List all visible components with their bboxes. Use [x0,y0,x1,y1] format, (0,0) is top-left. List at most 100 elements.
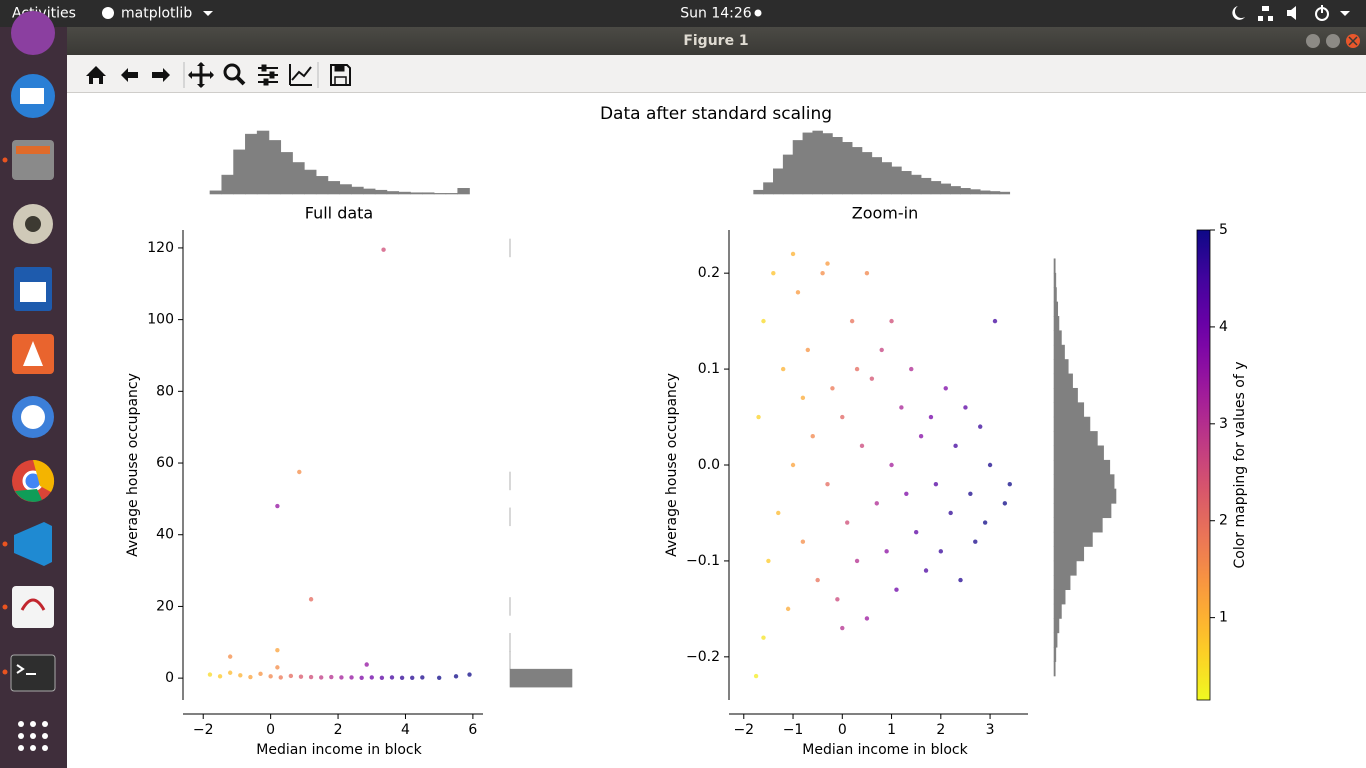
histogram-bar [891,166,902,195]
histogram-bar [910,174,922,195]
histogram-bar [315,176,329,195]
histogram-bar [209,190,223,195]
histogram-bar [901,171,912,195]
scatter-point [339,675,344,680]
clock[interactable]: Sun 14:26 [680,6,752,22]
scatter-point [1002,501,1008,506]
y-tick-label: 0.2 [698,265,720,281]
histogram-bar [410,192,423,195]
scatter-point [830,386,835,391]
top-bar [0,0,1366,27]
scatter-point [800,395,806,401]
scatter-point [771,270,776,276]
histogram-bar [1053,416,1091,432]
histogram-bar [1053,287,1057,303]
scatter-point [790,251,796,257]
scatter-point [894,587,899,592]
histogram-bar [851,147,863,195]
y-tick-label: 100 [147,312,174,328]
scatter-point [849,318,855,324]
scatter-point [948,510,953,516]
scatter-point [904,491,909,496]
histogram-bar [1053,618,1060,634]
scatter-point [453,674,459,679]
histogram-bar [351,186,364,195]
histogram-bar [386,191,400,195]
y-tick-label: 20 [156,598,174,614]
scatter-point [410,675,415,680]
histogram-bar [433,193,447,195]
scatter-point [766,558,771,564]
toolbar-buttons[interactable] [86,62,351,88]
toolbar [67,55,1366,93]
scatter-point [436,675,442,680]
scatter-point [859,443,865,449]
y-tick-label: 120 [147,240,174,256]
y-tick-label: 0 [165,670,174,686]
scatter-point [992,318,998,324]
histogram-bar [327,181,341,195]
histogram-bar [763,182,774,195]
window-controls[interactable] [1306,34,1360,48]
histogram-bar [871,157,883,195]
histogram-bar [1053,344,1065,360]
y-tick-label: 80 [156,383,174,399]
app-menu[interactable]: matplotlib [121,6,192,22]
histogram-bar [1053,258,1056,274]
histogram-bar [457,188,470,195]
scatter-point [825,261,830,266]
dock-icons[interactable] [2,11,56,751]
histogram-bar [1053,474,1115,490]
histogram-bar [970,189,981,195]
histogram-bar [881,162,892,195]
histogram-bar [930,181,942,195]
histogram-bar [1053,575,1071,590]
histogram-bar [1053,301,1059,317]
scatter-point [913,529,919,535]
x-tick-label: 2 [936,722,945,738]
y-tick-label: 60 [156,455,174,471]
scatter-point [275,647,280,653]
histogram-bar [1053,531,1093,547]
system-tray[interactable] [1232,5,1350,21]
histogram-bar [1053,661,1056,677]
x-tick-label: −2 [733,722,754,738]
histogram-bar [920,177,932,195]
scatter-point [329,674,334,680]
scatter-point [978,424,983,429]
title-bar [67,27,1366,55]
histogram-bar [292,162,305,195]
y-axis-label: Average house occupancy [664,373,680,557]
histogram-bar [1053,546,1085,562]
colorbar-tick-label: 2 [1219,513,1228,529]
scatter-point [278,675,283,680]
histogram-bar [1053,589,1066,605]
histogram-bar [1053,373,1073,389]
scatter-point [899,405,904,410]
y-tick-label: 0.0 [698,457,720,473]
scatter-point [467,672,472,677]
histogram-bar [989,191,1001,195]
histogram-bar [940,183,951,195]
histogram-bar [422,192,435,195]
colorbar-tick-label: 3 [1219,416,1228,432]
colorbar-tick-label: 5 [1219,222,1228,238]
histogram-bar [245,133,258,195]
histogram-bar [773,168,784,195]
histogram-bar [832,137,843,195]
scatter-point [805,347,811,353]
histogram-bar [280,152,293,195]
scatter-point [879,347,884,353]
histogram-bar [1053,330,1062,346]
scatter-point [918,434,924,439]
histogram-bar [233,149,246,195]
histogram-bar [960,188,971,195]
figure-title: Data after standard scaling [600,104,832,124]
histogram-bar [1053,646,1057,662]
scatter-point [835,597,840,602]
histogram-bar [256,130,270,195]
x-tick-label: 3 [986,722,995,738]
x-tick-label: 2 [334,722,343,738]
scatter-point [982,520,988,525]
